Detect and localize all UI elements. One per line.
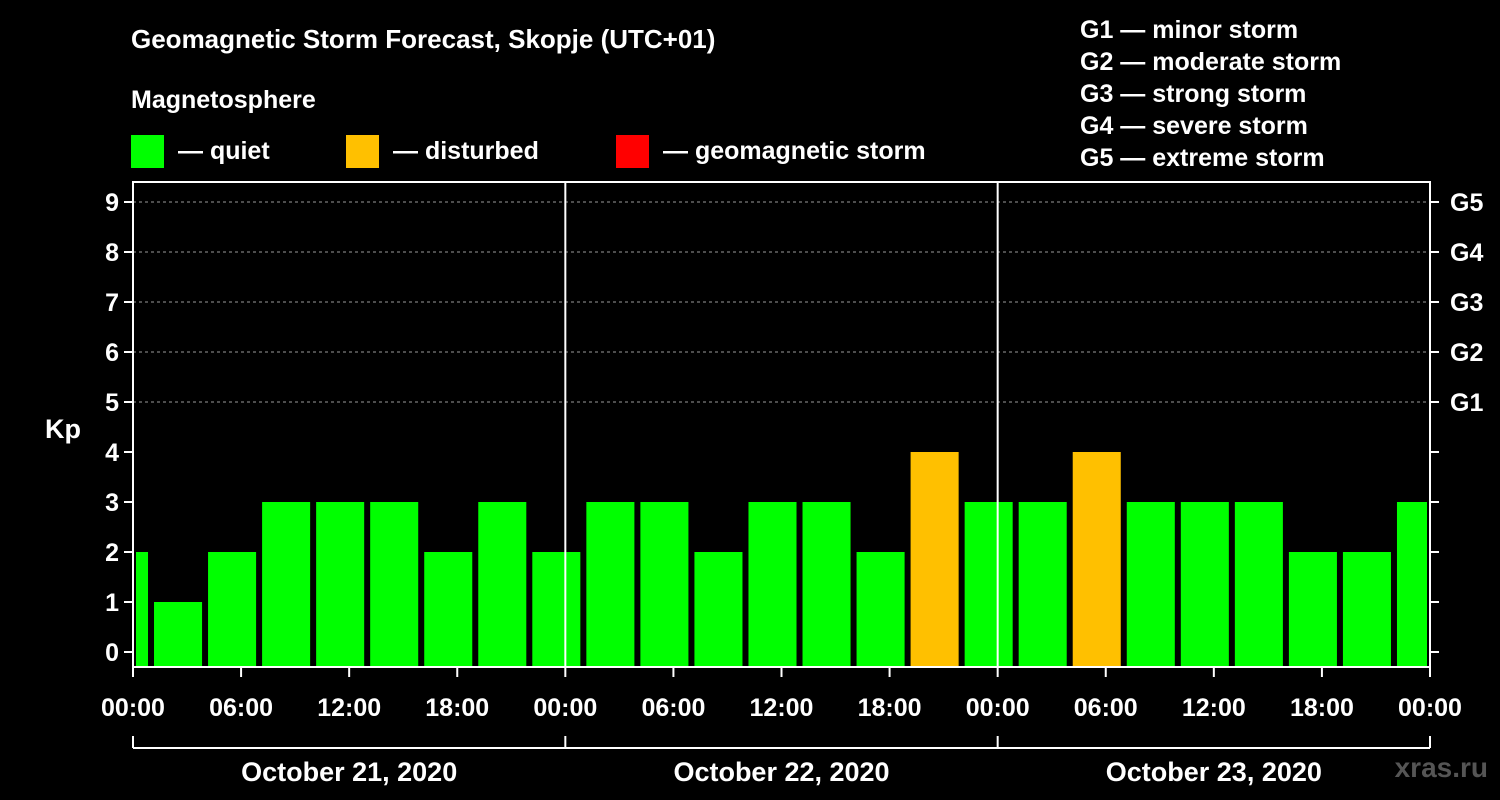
kp-bar — [964, 502, 1013, 667]
legend-disturbed-swatch — [346, 134, 379, 168]
kp-bar — [1234, 502, 1283, 667]
kp-bar — [1126, 502, 1175, 667]
legend-disturbed-label: — disturbed — [393, 136, 539, 165]
kp-bar — [208, 552, 257, 667]
y-tick-label: 4 — [105, 439, 119, 467]
day-label: October 22, 2020 — [673, 757, 889, 787]
x-tick-label: 00:00 — [966, 694, 1030, 722]
g-scale-item: G4 — severe storm — [1080, 112, 1308, 140]
legend-quiet-swatch — [131, 134, 164, 168]
watermark: xras.ru — [1394, 752, 1488, 783]
kp-bar — [1072, 452, 1121, 667]
legend-disturbed: — disturbed — [346, 134, 539, 168]
x-tick-label: 12:00 — [1182, 694, 1246, 722]
kp-bar — [694, 552, 743, 667]
kp-bar — [1342, 552, 1391, 667]
kp-bar — [856, 552, 905, 667]
x-tick-label: 00:00 — [533, 694, 597, 722]
x-tick-label: 18:00 — [425, 694, 489, 722]
g-scale-item: G1 — minor storm — [1080, 16, 1299, 44]
kp-bar — [1180, 502, 1229, 667]
kp-bar — [370, 502, 419, 667]
kp-bar — [586, 502, 635, 667]
x-tick-label: 12:00 — [750, 694, 814, 722]
y-tick-label: 1 — [105, 589, 119, 617]
x-tick-label: 18:00 — [858, 694, 922, 722]
x-tick-label: 00:00 — [1398, 694, 1462, 722]
legend-quiet: — quiet — [131, 134, 270, 168]
g-axis-label: G3 — [1450, 289, 1483, 317]
chart-title: Geomagnetic Storm Forecast, Skopje (UTC+… — [131, 24, 716, 54]
kp-bar — [802, 502, 851, 667]
y-tick-label: 2 — [105, 539, 119, 567]
x-tick-label: 06:00 — [1074, 694, 1138, 722]
g-scale-item: G3 — strong storm — [1080, 80, 1307, 108]
y-tick-label: 8 — [105, 239, 119, 267]
legend-storm-swatch — [616, 134, 649, 168]
x-tick-label: 12:00 — [317, 694, 381, 722]
kp-bar — [1288, 552, 1337, 667]
kp-bar — [910, 452, 959, 667]
day-label: October 21, 2020 — [241, 757, 457, 787]
legend-storm-label: — geomagnetic storm — [663, 136, 926, 165]
legend-subtitle: Magnetosphere — [131, 86, 316, 114]
y-tick-label: 3 — [105, 489, 119, 517]
kp-bar — [154, 602, 203, 667]
kp-bar — [532, 552, 581, 667]
kp-bar — [1396, 502, 1427, 667]
kp-bar — [424, 552, 473, 667]
y-axis-label: Kp — [45, 414, 81, 444]
kp-bar — [316, 502, 365, 667]
y-tick-label: 7 — [105, 289, 119, 317]
kp-bar — [640, 502, 689, 667]
x-tick-label: 18:00 — [1290, 694, 1354, 722]
g-scale-legend: G1 — minor storm G2 — moderate storm G3 … — [1080, 14, 1341, 174]
x-tick-label: 00:00 — [101, 694, 165, 722]
kp-bar — [136, 552, 149, 667]
kp-bar — [1018, 502, 1067, 667]
x-tick-label: 06:00 — [641, 694, 705, 722]
y-tick-label: 0 — [105, 639, 119, 667]
day-label: October 23, 2020 — [1106, 757, 1322, 787]
x-tick-label: 06:00 — [209, 694, 273, 722]
y-tick-label: 5 — [105, 389, 119, 417]
g-scale-item: G2 — moderate storm — [1080, 48, 1342, 76]
kp-bar — [262, 502, 311, 667]
y-tick-label: 9 — [105, 189, 119, 217]
g-axis-label: G5 — [1450, 189, 1483, 217]
legend-storm: — geomagnetic storm — [616, 134, 926, 168]
kp-bar — [748, 502, 797, 667]
g-scale-item: G5 — extreme storm — [1080, 144, 1325, 172]
legend-quiet-label: — quiet — [178, 136, 270, 165]
g-axis-label: G1 — [1450, 389, 1483, 417]
g-axis-label: G2 — [1450, 339, 1483, 367]
y-tick-label: 6 — [105, 339, 119, 367]
kp-bar — [478, 502, 527, 667]
g-axis-label: G4 — [1450, 239, 1483, 267]
